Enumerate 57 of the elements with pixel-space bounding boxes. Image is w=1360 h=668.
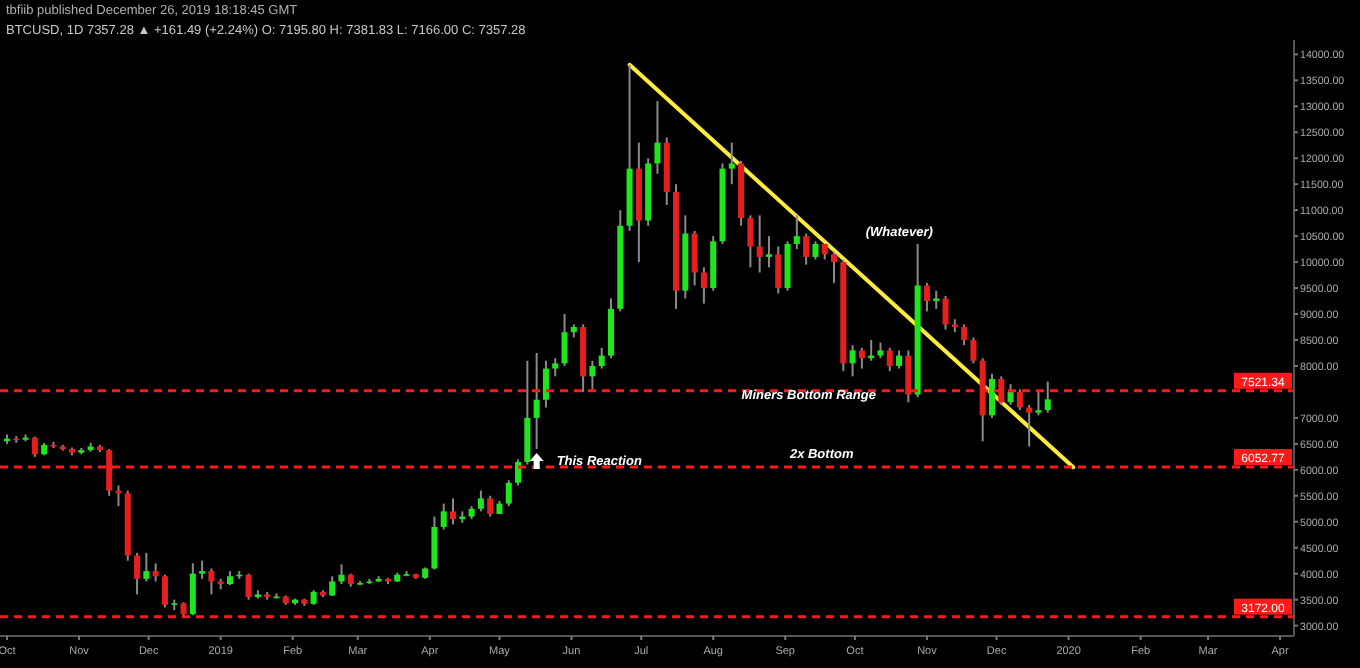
candlestick: [691, 229, 698, 287]
candlestick: [1044, 380, 1051, 414]
candlestick: [143, 551, 150, 583]
candlestick: [598, 346, 605, 370]
candlestick: [152, 562, 159, 583]
candlestick: [830, 250, 838, 284]
candlestick: [803, 232, 810, 266]
candlestick: [886, 346, 893, 373]
candlestick: [524, 359, 531, 466]
candlestick: [905, 349, 912, 404]
candlestick: [933, 289, 940, 310]
candlestick: [329, 575, 336, 598]
candlestick: [858, 346, 865, 370]
candlestick: [849, 344, 856, 378]
candlestick: [552, 357, 559, 378]
candlestick: [533, 351, 540, 451]
candlestick: [561, 313, 568, 367]
candlestick: [988, 372, 996, 419]
candlestick: [765, 235, 772, 269]
candlestick: [589, 359, 596, 391]
candlestick: [515, 458, 522, 487]
candlestick: [1035, 390, 1042, 417]
candlestick: [775, 245, 782, 295]
candlestick: [747, 214, 754, 269]
candlestick: [607, 297, 615, 360]
candlestick: [942, 294, 949, 331]
candlestick: [961, 323, 968, 347]
candlestick: [31, 435, 38, 458]
candlestick: [1016, 388, 1023, 412]
candlestick: [710, 235, 717, 292]
candlestick: [542, 359, 549, 409]
candlestick: [487, 494, 494, 518]
candlestick: [477, 489, 484, 513]
candlestick: [106, 448, 113, 497]
candlestick: [654, 100, 661, 175]
candlestick: [812, 240, 819, 261]
candlestick: [450, 497, 457, 526]
candlestick: [1007, 383, 1014, 406]
candlestick: [189, 562, 196, 617]
candlestick: [970, 336, 977, 365]
candlestick: [245, 572, 252, 601]
candlestick: [505, 479, 512, 508]
candlestick: [784, 240, 791, 292]
candlestick: [338, 563, 345, 586]
candlestick: [161, 573, 168, 609]
candlestick: [440, 502, 447, 531]
candlestick: [208, 567, 215, 596]
candlestick: [896, 349, 903, 370]
candlestick: [199, 559, 206, 580]
candlestick: [793, 214, 800, 251]
candlestick: [700, 266, 707, 305]
candlestick: [1026, 403, 1033, 448]
candlestick: [134, 551, 141, 596]
candlestick: [431, 515, 438, 571]
candlestick: [923, 281, 930, 313]
candlestick: [756, 214, 763, 274]
candlestick: [728, 141, 735, 186]
